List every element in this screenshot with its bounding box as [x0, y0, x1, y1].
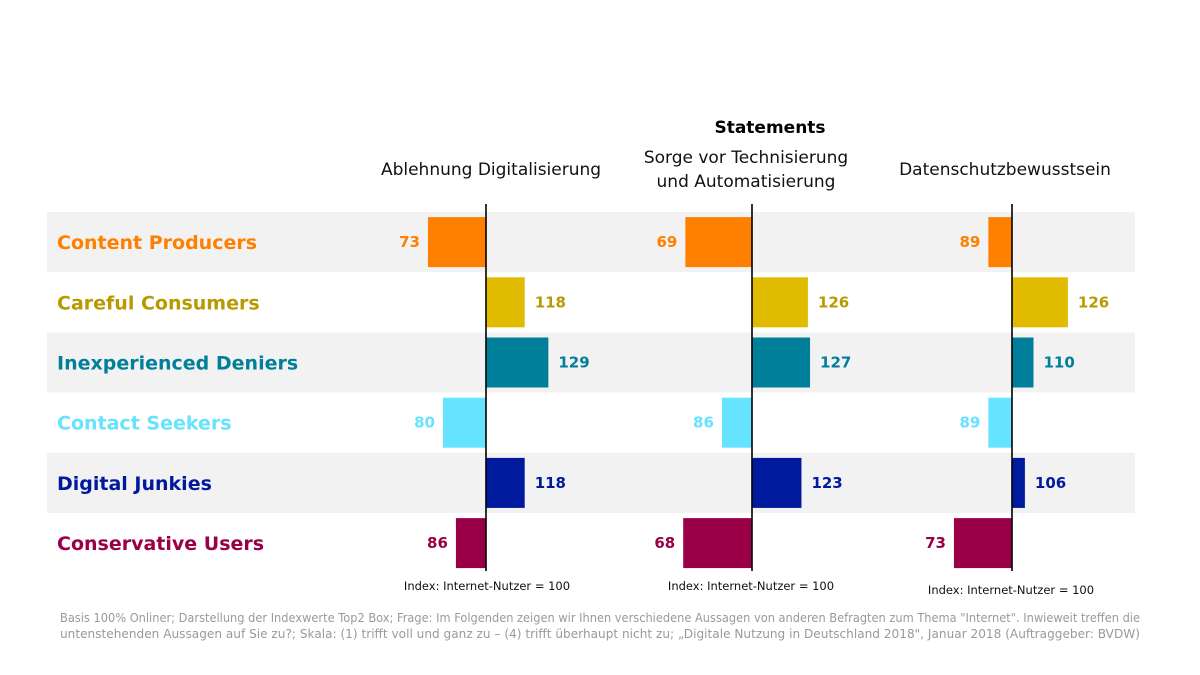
panel-title: Sorge vor Technisierung	[644, 148, 848, 168]
index-note: Index: Internet-Nutzer = 100	[928, 583, 1094, 597]
bar	[486, 277, 525, 328]
bar	[1012, 277, 1068, 328]
segment-label: Inexperienced Deniers	[57, 353, 298, 375]
data-label: 86	[693, 414, 714, 432]
data-label: 126	[818, 293, 849, 311]
bar	[988, 397, 1012, 448]
data-label: 126	[1078, 293, 1109, 311]
data-label: 86	[427, 534, 448, 552]
bar	[486, 337, 549, 388]
bar	[988, 217, 1012, 268]
segment-label: Conservative Users	[57, 533, 264, 555]
bar	[685, 217, 752, 268]
data-label: 123	[811, 474, 842, 492]
data-label: 129	[558, 354, 589, 372]
bar	[455, 518, 486, 569]
data-label: 73	[399, 233, 420, 251]
footnote-line: Basis 100% Onliner; Darstellung der Inde…	[60, 610, 1140, 625]
data-label: 118	[535, 293, 566, 311]
data-label: 68	[654, 534, 675, 552]
index-note: Index: Internet-Nutzer = 100	[404, 579, 570, 593]
data-label: 69	[656, 233, 677, 251]
row-band	[47, 452, 1135, 513]
segment-label: Careful Consumers	[57, 292, 260, 314]
index-note: Index: Internet-Nutzer = 100	[668, 579, 834, 593]
bar	[1012, 457, 1025, 508]
row-band	[47, 332, 1135, 393]
panel-title: Ablehnung Digitalisierung	[381, 160, 601, 180]
data-label: 118	[535, 474, 566, 492]
bar	[752, 457, 802, 508]
bar	[752, 337, 811, 388]
data-label: 73	[925, 534, 946, 552]
data-label: 127	[820, 354, 851, 372]
data-label: 89	[959, 233, 980, 251]
panel-title: Datenschutzbewusstsein	[899, 160, 1111, 180]
panel-title: und Automatisierung	[657, 172, 836, 192]
bar	[486, 457, 525, 508]
footnote-line: untenstehenden Aussagen auf Sie zu?; Ska…	[60, 626, 1140, 641]
data-label: 106	[1035, 474, 1066, 492]
row-band	[47, 212, 1135, 273]
data-label: 110	[1044, 354, 1075, 372]
bar	[752, 277, 808, 328]
bar	[443, 397, 486, 448]
segment-label: Digital Junkies	[57, 473, 212, 495]
segment-label: Contact Seekers	[57, 413, 232, 435]
data-label: 89	[959, 414, 980, 432]
segment-label: Content Producers	[57, 232, 257, 254]
data-label: 80	[414, 414, 435, 432]
bar	[683, 518, 752, 569]
bar	[1012, 337, 1034, 388]
bar	[427, 217, 486, 268]
bar	[721, 397, 752, 448]
bar	[953, 518, 1012, 569]
chart-title: Statements	[714, 118, 825, 138]
